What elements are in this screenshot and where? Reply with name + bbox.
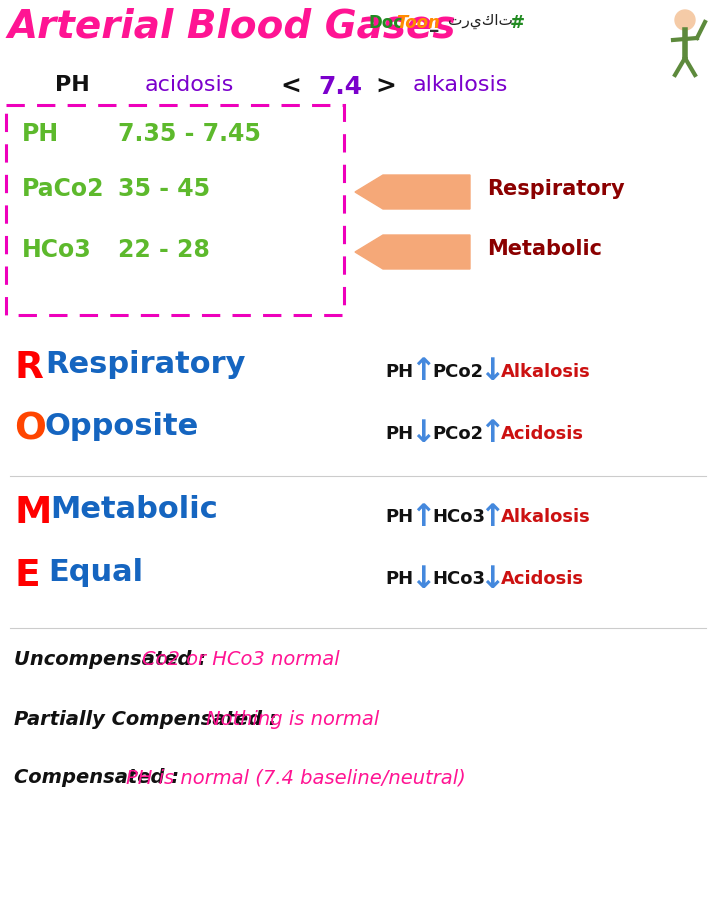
- Text: 7.4: 7.4: [318, 75, 362, 99]
- Text: HCo3: HCo3: [22, 238, 92, 262]
- Text: #: #: [510, 14, 525, 32]
- Text: PH: PH: [22, 122, 59, 146]
- Text: Doc: Doc: [368, 14, 403, 32]
- Text: Acidosis: Acidosis: [501, 425, 584, 443]
- Text: >: >: [375, 75, 396, 99]
- Text: Alkalosis: Alkalosis: [501, 508, 591, 526]
- Text: Co2 or HCo3 normal: Co2 or HCo3 normal: [142, 650, 339, 669]
- Circle shape: [675, 10, 695, 30]
- Text: Opposite: Opposite: [45, 412, 199, 441]
- Text: PaCo2: PaCo2: [22, 177, 105, 201]
- Text: ↑: ↑: [479, 503, 505, 532]
- Text: PH: PH: [385, 425, 413, 443]
- Text: ↑: ↑: [410, 503, 436, 532]
- Text: R: R: [14, 350, 43, 386]
- Text: O: O: [14, 412, 46, 448]
- Text: Arterial Blood Gases: Arterial Blood Gases: [8, 8, 457, 46]
- Text: PH: PH: [385, 570, 413, 588]
- Text: Metabolic: Metabolic: [487, 239, 602, 259]
- Text: 35 - 45: 35 - 45: [118, 177, 210, 201]
- Text: E: E: [14, 558, 39, 594]
- Text: Toon: Toon: [396, 14, 440, 32]
- Text: M: M: [14, 495, 52, 531]
- Text: Respiratory: Respiratory: [487, 179, 624, 199]
- Text: _: _: [430, 14, 438, 32]
- Text: ↓: ↓: [479, 357, 505, 386]
- Text: ↓: ↓: [410, 565, 436, 594]
- FancyArrow shape: [355, 235, 470, 269]
- Text: Uncompensated :: Uncompensated :: [14, 650, 213, 669]
- Text: HCo3: HCo3: [432, 508, 485, 526]
- Text: Metabolic: Metabolic: [50, 495, 218, 524]
- FancyBboxPatch shape: [6, 105, 344, 315]
- Text: PH: PH: [385, 508, 413, 526]
- Text: <: <: [280, 75, 301, 99]
- Text: ↓: ↓: [479, 565, 505, 594]
- Text: Alkalosis: Alkalosis: [501, 363, 591, 381]
- Text: Equal: Equal: [48, 558, 143, 587]
- Text: Acidosis: Acidosis: [501, 570, 584, 588]
- Text: acidosis: acidosis: [145, 75, 234, 95]
- Text: Nothing is normal: Nothing is normal: [206, 710, 379, 729]
- Text: تريكات: تريكات: [448, 14, 513, 30]
- Text: Respiratory: Respiratory: [45, 350, 246, 379]
- Text: PH: PH: [55, 75, 90, 95]
- Text: ↓: ↓: [410, 419, 436, 448]
- Text: Compensated :: Compensated :: [14, 768, 185, 787]
- Text: PH: PH: [385, 363, 413, 381]
- Text: ↑: ↑: [410, 357, 436, 386]
- Text: alkalosis: alkalosis: [413, 75, 508, 95]
- Text: PH is normal (7.4 baseline/neutral): PH is normal (7.4 baseline/neutral): [126, 768, 465, 787]
- Text: PCo2: PCo2: [432, 363, 483, 381]
- Text: 22 - 28: 22 - 28: [118, 238, 210, 262]
- Text: PCo2: PCo2: [432, 425, 483, 443]
- Text: 7.35 - 7.45: 7.35 - 7.45: [118, 122, 261, 146]
- Text: Partially Compensated :: Partially Compensated :: [14, 710, 284, 729]
- FancyArrow shape: [355, 175, 470, 209]
- Text: ↑: ↑: [479, 419, 505, 448]
- Text: HCo3: HCo3: [432, 570, 485, 588]
